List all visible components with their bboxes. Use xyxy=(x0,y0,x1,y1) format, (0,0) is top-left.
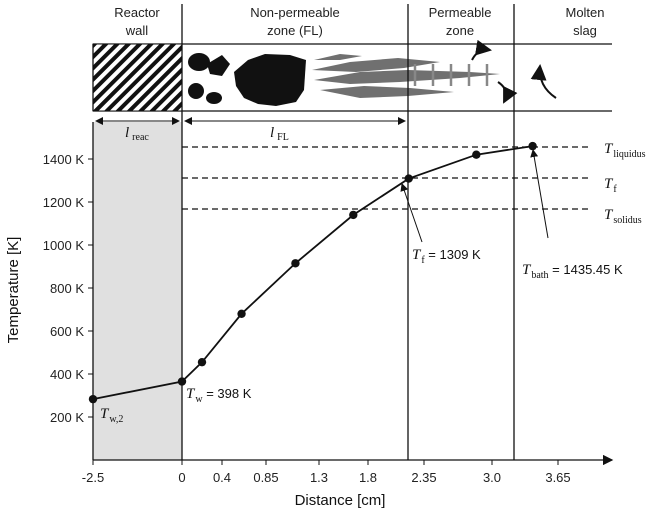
slag-circulation-arrow xyxy=(530,64,557,99)
x-tick-label: 3.0 xyxy=(483,470,501,485)
porous-slag-fingers xyxy=(312,54,500,98)
temperature-data-point xyxy=(404,174,413,183)
zone-label-reactor-wall-2: wall xyxy=(125,23,149,38)
temperature-data-point xyxy=(528,141,537,151)
x-tick-label: 0.4 xyxy=(213,470,231,485)
t-solidus-label: Tsolidus xyxy=(604,207,642,226)
l-reac-label: l reac xyxy=(125,125,149,143)
zone-label-molten-slag-2: slag xyxy=(573,23,597,38)
zone-label-permeable-1: Permeable xyxy=(429,5,492,20)
y-tick-label: 1400 K xyxy=(43,152,85,167)
temperature-data-point xyxy=(177,377,187,386)
t-bath-annotation-arrow xyxy=(530,149,549,239)
t-liquidus-label: Tliquidus xyxy=(604,141,646,160)
temperature-series xyxy=(88,141,537,404)
l-fl-label: l FL xyxy=(270,125,289,143)
temperature-data-point xyxy=(237,309,246,318)
permeable-pores xyxy=(413,64,489,86)
reactor-schematic xyxy=(92,39,612,112)
temperature-data-point xyxy=(88,394,98,404)
reactor-wall-region xyxy=(93,122,182,460)
x-tick-label: 0 xyxy=(178,470,185,485)
x-tick-label: 1.3 xyxy=(310,470,328,485)
flow-arrow-up xyxy=(471,39,492,61)
flow-arrow-down xyxy=(497,81,518,104)
temperature-data-point xyxy=(349,210,358,220)
y-tick-label: 1200 K xyxy=(43,195,85,210)
x-tick-label: 0.85 xyxy=(253,470,278,485)
x-tick-label: -2.5 xyxy=(82,470,104,485)
t-w-annotation: Tw = 398 K xyxy=(186,386,252,405)
y-ticks xyxy=(88,158,93,418)
zone-label-permeable-2: zone xyxy=(446,23,474,38)
x-tick-label: 1.8 xyxy=(359,470,377,485)
x-axis-title: Distance [cm] xyxy=(295,492,386,509)
y-tick-label: 600 K xyxy=(50,324,84,339)
x-tick-label: 3.65 xyxy=(545,470,570,485)
y-tick-label: 400 K xyxy=(50,367,84,382)
y-tick-label: 200 K xyxy=(50,410,84,425)
t-f-annotation-arrow xyxy=(400,183,423,243)
zone-label-molten-slag-1: Molten xyxy=(565,5,604,20)
temperature-data-point xyxy=(291,259,300,268)
y-tick-label: 800 K xyxy=(50,281,84,296)
zone-label-reactor-wall-1: Reactor xyxy=(114,5,160,20)
zone-label-nonpermeable-1: Non-permeable xyxy=(250,5,340,20)
t-f-annotation: Tf = 1309 K xyxy=(412,247,481,266)
y-tick-label: 1000 K xyxy=(43,238,85,253)
x-tick-label: 2.35 xyxy=(411,470,436,485)
t-w2-annotation: Tw,2 xyxy=(100,406,123,425)
t-bath-annotation: Tbath = 1435.45 K xyxy=(522,262,623,281)
temperature-data-point xyxy=(472,150,481,159)
solid-slag-chunks xyxy=(188,53,306,106)
t-f-label: Tf xyxy=(604,176,617,195)
x-ticks xyxy=(92,460,559,465)
zone-label-nonpermeable-2: zone (FL) xyxy=(267,23,323,38)
temperature-data-point xyxy=(197,357,207,367)
y-axis-title: Temperature [K] xyxy=(5,237,22,344)
reactor-wall-hatch xyxy=(92,43,183,112)
